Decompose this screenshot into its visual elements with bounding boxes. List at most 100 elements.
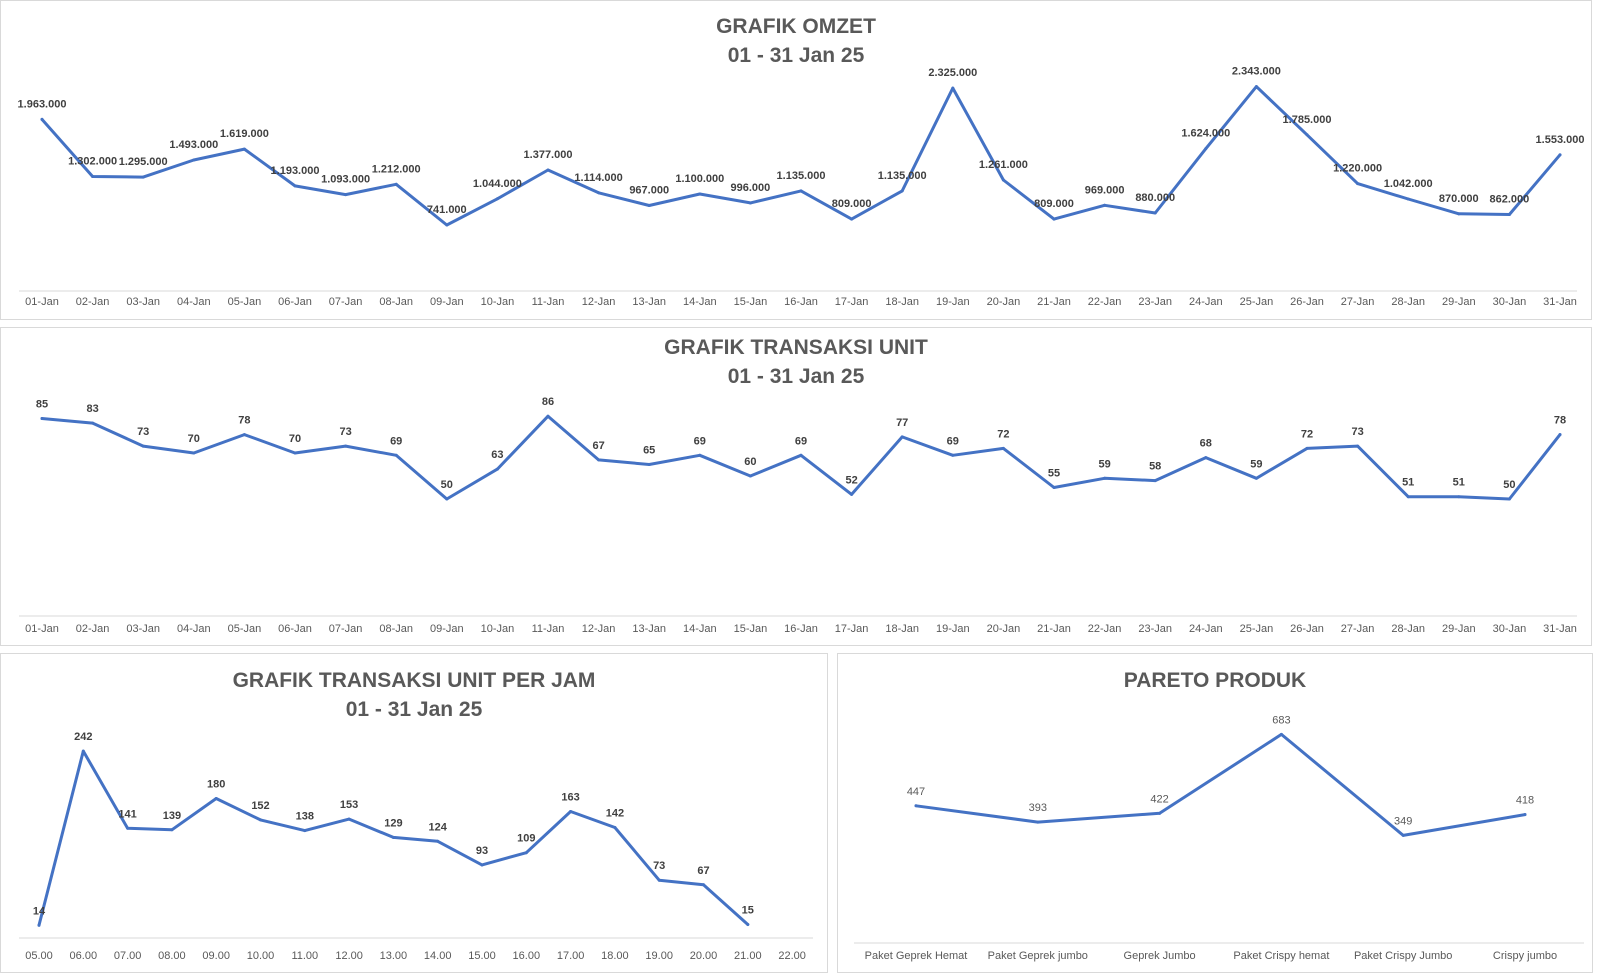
data-point [344,193,348,197]
data-label: 73 [339,426,351,438]
data-point [293,184,297,188]
x-tick-label: 28-Jan [1391,296,1425,308]
x-tick-label: 10.00 [247,950,275,962]
data-point [850,492,854,496]
data-point [1401,833,1405,837]
data-label: 73 [1351,426,1363,438]
series-line [914,732,1527,837]
data-label: 1.493.000 [169,139,218,151]
data-label: 683 [1272,714,1290,726]
x-tick-label: 08-Jan [379,296,413,308]
x-tick-label: 27-Jan [1341,623,1375,635]
data-label: 2.325.000 [928,67,977,79]
data-point [40,117,44,121]
pareto-line-chart: 447 393 422 683 349 418 Paket Geprek Hemat Pake… [854,714,1584,962]
data-label: 78 [238,415,250,427]
x-tick-label: 24-Jan [1189,296,1223,308]
data-label: 741.000 [427,204,467,216]
data-label: 152 [251,800,269,812]
x-tick-label: 16-Jan [784,623,818,635]
data-label: 52 [845,474,857,486]
omzet-chart-subtitle: 01 - 31 Jan 25 [727,44,865,67]
data-label: 58 [1149,461,1161,473]
x-tick-label: 18-Jan [885,623,919,635]
x-tick-label: 07-Jan [329,623,363,635]
data-label: 969.000 [1085,184,1125,196]
data-point [1158,811,1162,815]
data-point [347,817,351,821]
x-tick-label: 26-Jan [1290,623,1324,635]
x-tick-label: Paket Crispy hemat [1233,950,1329,962]
data-label: 14 [33,905,46,917]
data-label: 1.100.000 [675,173,724,185]
data-point [1406,197,1410,201]
data-label: 60 [744,456,756,468]
omzet-chart-title: GRAFIK OMZET [716,15,876,38]
data-label: 1.093.000 [321,174,370,186]
x-tick-label: 02-Jan [76,296,110,308]
data-label: 142 [606,808,624,820]
data-label: 1.619.000 [220,128,269,140]
x-tick-label: 02-Jan [76,623,110,635]
data-label: 73 [137,426,149,438]
data-point [495,197,499,201]
x-tick-label: 20-Jan [987,296,1021,308]
data-label: 67 [697,865,709,877]
pareto-chart-panel: PARETO PRODUK 447 393 422 683 349 418 Paket Ge… [837,653,1593,973]
x-tick-label: Paket Crispy Jumbo [1354,950,1452,962]
data-label: 1.963.000 [18,98,67,110]
data-label: 349 [1394,815,1412,827]
data-point [1204,147,1208,151]
data-point [480,863,484,867]
x-tick-label: 12-Jan [582,623,616,635]
data-point [214,796,218,800]
data-label: 1.135.000 [777,170,826,182]
x-tick-label: 27-Jan [1341,296,1375,308]
data-label: 124 [429,821,448,833]
x-tick-label: 11.00 [291,950,318,962]
data-label: 180 [207,778,225,790]
data-point [91,175,95,179]
data-label: 447 [907,786,925,798]
x-tick-label: 08-Jan [379,623,413,635]
data-label: 880.000 [1135,192,1175,204]
data-label: 393 [1029,802,1047,814]
x-tick-label: 07.00 [114,950,142,962]
data-label: 1.295.000 [119,156,168,168]
x-tick-label: 13-Jan [632,623,666,635]
x-tick-label: 12.00 [335,950,363,962]
data-point [799,453,803,457]
x-tick-label: 16-Jan [784,296,818,308]
unit-chart-subtitle: 01 - 31 Jan 25 [727,365,865,388]
pareto-chart-title: PARETO PRODUK [1123,669,1307,692]
x-tick-label: 22-Jan [1088,623,1122,635]
x-tick-label: 21.00 [734,950,762,962]
x-tick-label: 12-Jan [582,296,616,308]
x-tick-label: 14-Jan [683,296,717,308]
data-point [647,463,651,466]
x-tick-label: 18-Jan [885,296,919,308]
x-tick-label: 05-Jan [228,296,262,308]
x-tick-label: 13-Jan [632,296,666,308]
data-label: 51 [1402,477,1414,489]
x-tick-label: 14.00 [424,950,452,962]
x-tick-label: 15.00 [468,950,496,962]
data-point [702,883,705,887]
x-tick-label: 14-Jan [683,623,717,635]
data-point [91,421,95,425]
x-tick-label: 06-Jan [278,623,312,635]
x-tick-label: 01-Jan [25,296,59,308]
data-label: 153 [340,799,358,811]
data-label: 418 [1516,795,1534,807]
data-point [1103,476,1107,480]
data-point [748,474,752,478]
data-point [746,923,750,927]
x-tick-label: 31-Jan [1543,623,1577,635]
data-label: 55 [1048,468,1060,480]
data-point [951,86,955,90]
data-label: 59 [1098,458,1110,470]
data-label: 63 [491,449,503,461]
data-label: 72 [997,428,1009,440]
data-label: 1.135.000 [878,170,927,182]
data-point [495,467,499,471]
